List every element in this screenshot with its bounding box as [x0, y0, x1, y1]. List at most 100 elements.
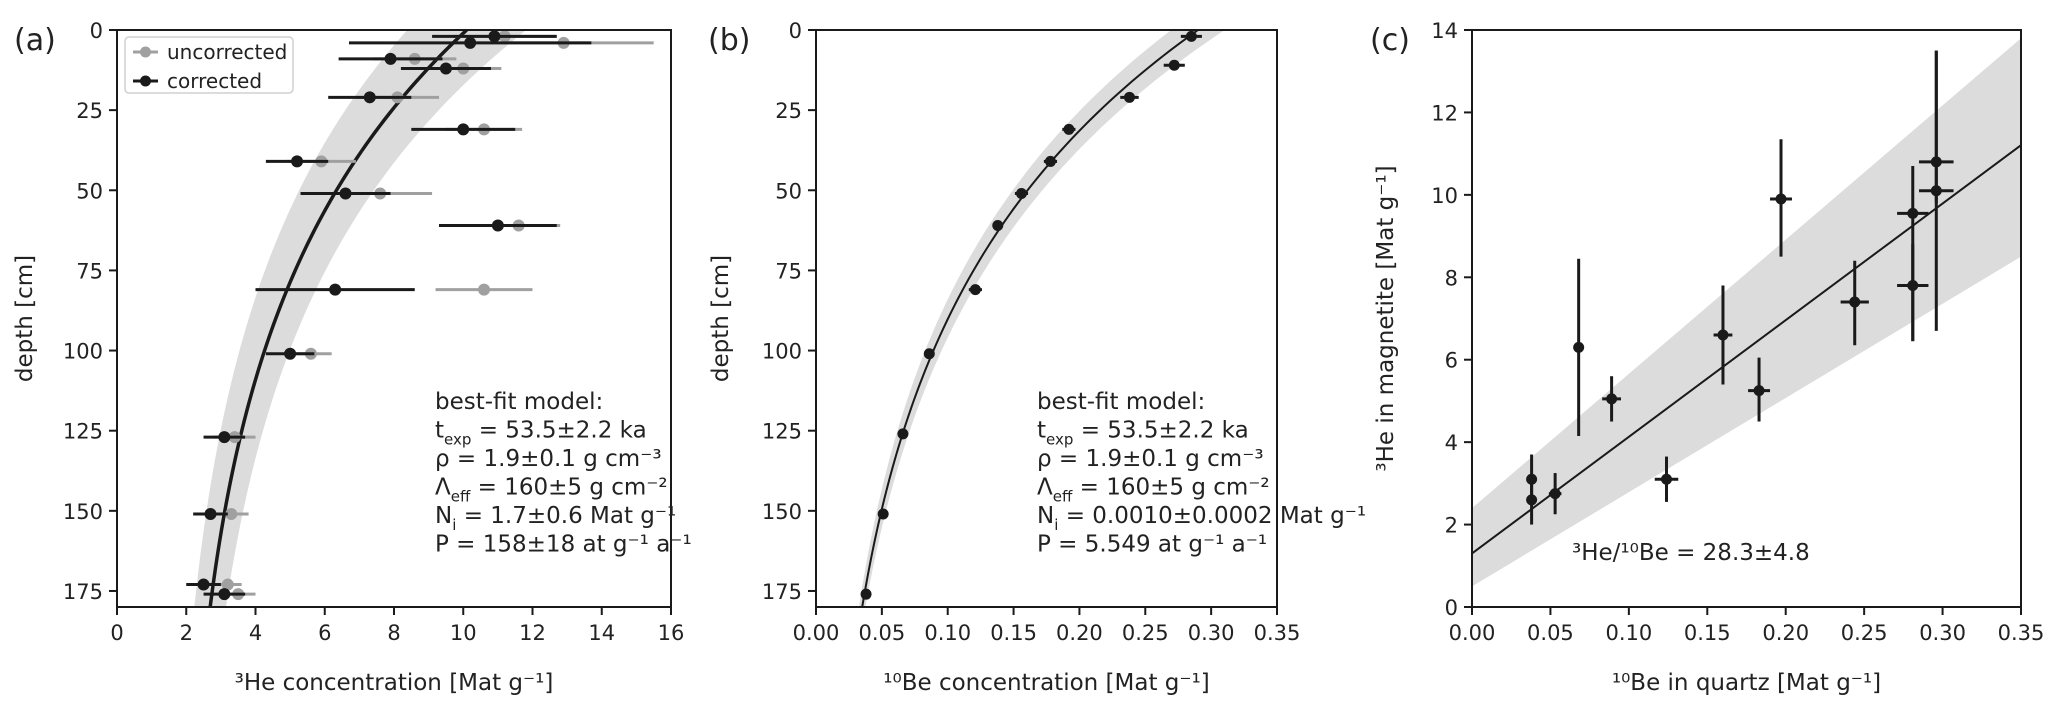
legend-marker [140, 46, 151, 58]
x-tick-label: 0.10 [924, 621, 971, 645]
annotation-text: = 1.7±0.6 Mat g⁻¹ [456, 503, 676, 529]
data-point [1907, 207, 1919, 219]
annotation-text: Λ [1037, 475, 1053, 501]
annotation-text: = 160±5 g cm⁻² [1072, 475, 1269, 501]
series-corrected [186, 30, 592, 601]
uncertainty-band [1472, 38, 2021, 587]
data-point [1775, 193, 1787, 205]
x-tick-label: 0.15 [1684, 621, 1731, 645]
data-point [221, 578, 234, 591]
annotation-text: = 53.5±2.2 ka [471, 418, 646, 444]
y-tick-label: 125 [63, 420, 103, 444]
y-tick-label: 6 [1445, 349, 1458, 373]
data-point [339, 187, 352, 200]
y-axis-label: depth [cm] [708, 255, 734, 382]
panel-label: (c) [1370, 23, 1410, 58]
y-tick-label: 25 [775, 99, 802, 123]
x-tick-label: 0.25 [1841, 621, 1888, 645]
annotation-text: = 53.5±2.2 ka [1073, 418, 1248, 444]
data-point [1015, 187, 1027, 199]
panel-label: (a) [14, 23, 56, 58]
annotation-subscript: eff [451, 488, 471, 506]
y-tick-label: 150 [63, 500, 103, 524]
x-tick-label: 0.20 [1056, 621, 1103, 645]
annotation-text: P = 5.549 at g⁻¹ a⁻¹ [1037, 532, 1267, 558]
data-point [897, 428, 909, 440]
y-tick-label: 4 [1445, 431, 1458, 455]
x-tick-label: 0.10 [1605, 621, 1652, 645]
data-point [1168, 59, 1180, 71]
y-tick-label: 50 [76, 179, 103, 203]
data-point [1185, 30, 1197, 42]
annotation-line: ³He/¹⁰Be = 28.3±4.8 [1572, 540, 1810, 566]
data-point [488, 30, 501, 43]
x-tick-label: 0.35 [1998, 621, 2045, 645]
annotation-subscript: eff [1053, 488, 1073, 506]
x-axis-label: ¹⁰Be concentration [Mat g⁻¹] [883, 670, 1209, 696]
y-tick-label: 175 [63, 580, 103, 604]
annotation-text: best-fit model: [435, 389, 603, 415]
data-point [464, 36, 477, 49]
y-tick-label: 50 [775, 179, 802, 203]
data-point [1526, 494, 1538, 506]
data-point [1573, 341, 1585, 353]
y-tick-label: 0 [1445, 596, 1458, 620]
data-point [363, 91, 376, 104]
panel-c: 0.00 0.05 0.10 0.15 0.20 0.25 0.30 0.35 0 2 4 6 8 10 1… [1370, 19, 2044, 696]
x-tick-label: 2 [180, 621, 193, 645]
x-tick-label: 0.25 [1122, 621, 1169, 645]
data-point [218, 588, 231, 601]
y-tick-label: 150 [762, 500, 802, 524]
axes-frame [815, 29, 1278, 608]
data-point [1549, 488, 1561, 500]
x-tick-label: 0.05 [858, 621, 905, 645]
annotation-text: ρ = 1.9±0.1 g cm⁻³ [435, 446, 662, 472]
model-curve [208, 28, 468, 608]
x-tick-label: 0.30 [1188, 621, 1235, 645]
data-point [1753, 385, 1765, 397]
data-point [1849, 296, 1861, 308]
data-point [992, 220, 1004, 232]
legend-box [124, 36, 294, 94]
data-point [969, 284, 981, 296]
y-tick-label: 12 [1431, 101, 1458, 125]
data-point [1907, 280, 1919, 292]
data-point [1717, 329, 1729, 341]
data-point [478, 283, 491, 296]
x-axis-label: ³He concentration [Mat g⁻¹] [235, 670, 554, 696]
annotation-text: ³He/¹⁰Be = 28.3±4.8 [1572, 540, 1810, 566]
x-tick-label: 0.05 [1527, 621, 1574, 645]
x-tick-label: 0.00 [793, 621, 840, 645]
annotation-subscript: exp [1046, 431, 1073, 449]
x-tick-label: 16 [658, 621, 685, 645]
annotation-text: ρ = 1.9±0.1 g cm⁻³ [1037, 446, 1264, 472]
data-point [204, 508, 217, 521]
data-point [291, 155, 304, 168]
data-point [860, 588, 872, 600]
x-tick-label: 0 [110, 621, 123, 645]
x-tick-label: 0.35 [1254, 621, 1301, 645]
panel-b: 0.00 0.05 0.10 0.15 0.20 0.25 0.30 0.35 0 25 50 75 1… [708, 19, 1366, 696]
y-tick-label: 2 [1445, 514, 1458, 538]
y-tick-label: 0 [789, 19, 802, 43]
x-tick-label: 0.15 [990, 621, 1037, 645]
x-tick-label: 0.00 [1449, 621, 1496, 645]
y-tick-label: 8 [1445, 266, 1458, 290]
x-tick-label: 0.20 [1762, 621, 1809, 645]
annotation-subscript: exp [444, 431, 471, 449]
data-point [1123, 91, 1135, 103]
data-point [923, 348, 935, 360]
x-tick-label: 12 [519, 621, 546, 645]
x-tick-label: 8 [387, 621, 400, 645]
annotation-text: t [435, 418, 444, 444]
annotation-subscript: i [1054, 516, 1058, 534]
panel-a: 0 2 4 6 8 10 12 14 16 0 25 50 75 100 125 150 175 ³He conc… [12, 19, 692, 696]
x-tick-label: 6 [318, 621, 331, 645]
annotation-line: best-fit model: [435, 389, 603, 415]
annotation-line: best-fit model: [1037, 389, 1205, 415]
data-point [491, 219, 504, 232]
y-tick-label: 100 [63, 340, 103, 364]
legend-marker [140, 75, 151, 87]
data-point [457, 123, 470, 136]
y-tick-label: 25 [76, 99, 103, 123]
